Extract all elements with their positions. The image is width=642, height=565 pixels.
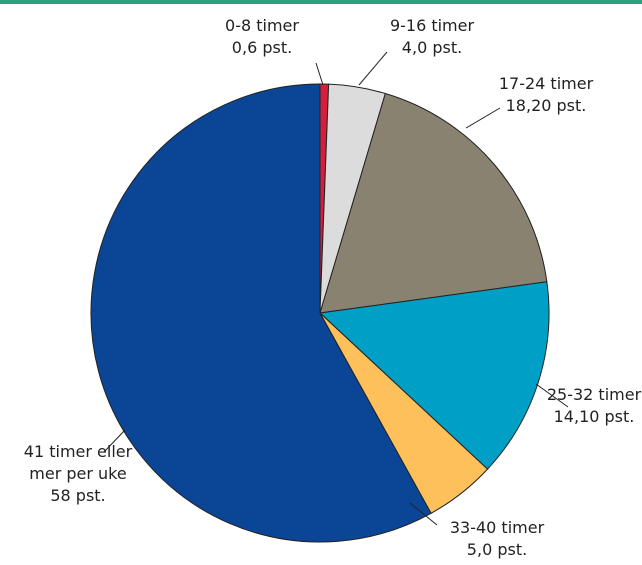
leader-line-25-32-timer <box>535 383 569 408</box>
slice-label-line: 9-16 timer <box>390 16 475 35</box>
leader-line-33-40-timer <box>409 502 438 526</box>
leader-line-0-8-timer <box>315 62 324 86</box>
slice-label-line: 25-32 timer <box>547 385 642 404</box>
slice-label-line: 41 timer eller <box>24 442 133 461</box>
slice-label-line: 58 pst. <box>50 486 105 505</box>
slice-label-line: 33-40 timer <box>450 518 545 537</box>
slice-label-41-timer-eller-mer-per-uke: 41 timer eller mer per uke 58 pst. <box>24 442 133 505</box>
slice-label-line: 4,0 pst. <box>402 38 462 57</box>
slice-label-0-8-timer: 0-8 timer 0,6 pst. <box>225 16 299 57</box>
slice-label-line: 0,6 pst. <box>232 38 292 57</box>
slice-label-line: 5,0 pst. <box>467 540 527 559</box>
slice-label-line: 18,20 pst. <box>506 96 587 115</box>
leader-line-41-timer-eller-mer-per-uke <box>103 429 126 453</box>
pie-slice-25-32-timer <box>318 281 550 470</box>
leader-line-17-24-timer <box>465 107 501 129</box>
top-rule <box>0 0 642 4</box>
pie-slice-17-24-timer <box>319 92 548 314</box>
slice-label-17-24-timer: 17-24 timer 18,20 pst. <box>499 74 594 115</box>
slice-label-line: mer per uke <box>29 464 126 483</box>
slice-label-25-32-timer: 25-32 timer 14,10 pst. <box>547 385 642 426</box>
slice-label-line: 14,10 pst. <box>554 407 635 426</box>
leader-line-9-16-timer <box>358 51 388 86</box>
slice-label-33-40-timer: 33-40 timer 5,0 pst. <box>450 518 545 559</box>
slice-label-9-16-timer: 9-16 timer 4,0 pst. <box>390 16 475 57</box>
slice-label-line: 17-24 timer <box>499 74 594 93</box>
pie-slice-41-timer-eller-mer-per-uke <box>90 83 432 543</box>
slice-label-line: 0-8 timer <box>225 16 299 35</box>
